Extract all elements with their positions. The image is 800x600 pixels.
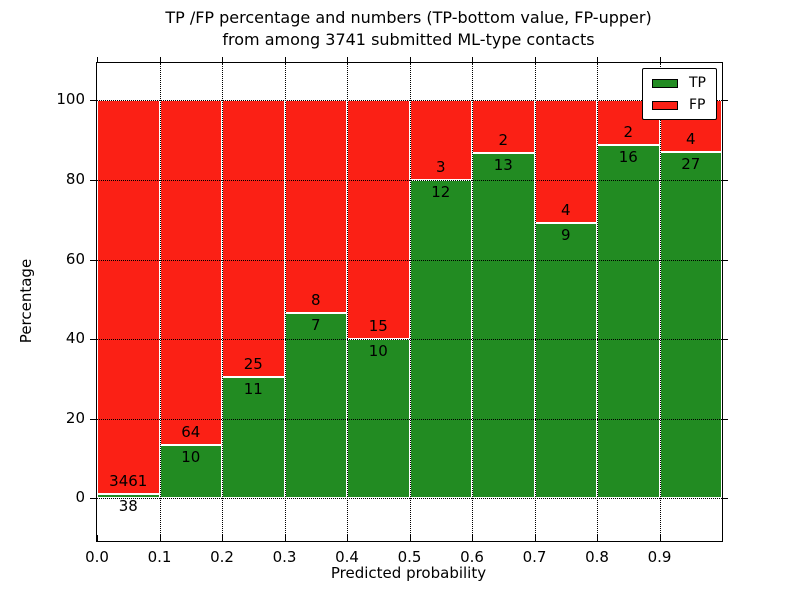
x-tick-mark-top: [472, 57, 473, 62]
x-tick-label: 0.9: [647, 548, 672, 566]
y-tick-mark-right: [722, 418, 728, 420]
x-tick-mark-top: [534, 57, 536, 62]
tp-count-label: 9: [560, 225, 571, 244]
fp-count-label: 3: [435, 158, 446, 176]
bar-tp-segment: [659, 151, 722, 499]
tp-count-label: 12: [431, 183, 451, 201]
bar-fp-segment: [284, 100, 347, 313]
bar-tp-segment: [597, 144, 660, 499]
legend-item-tp: TP: [652, 76, 706, 90]
y-tick-label: 100: [56, 90, 85, 109]
y-tick-label: 40: [65, 329, 85, 348]
x-tick-mark-top: [347, 57, 348, 62]
tp-legend-label: TP: [689, 75, 706, 91]
legend-item-fp: FP: [652, 98, 706, 112]
y-tick-mark: [90, 339, 97, 341]
bar-tp-segment: [347, 339, 410, 499]
x-tick-label: 0.7: [522, 548, 547, 566]
x-tick-mark-top: [597, 57, 598, 62]
fp-legend-label: FP: [689, 97, 706, 113]
bar-tp-segment: [534, 222, 597, 499]
x-tick-label: 0.3: [272, 548, 297, 566]
y-tick-mark-right: [722, 180, 728, 181]
fp-count-label: 3461: [109, 472, 148, 491]
fp-count-label: 4: [685, 129, 696, 148]
fp-count-label: 2: [498, 131, 509, 150]
bar-tp-segment: [97, 494, 160, 499]
bar-tp-segment: [284, 312, 347, 499]
tp-count-label: 16: [618, 147, 638, 166]
y-tick-mark: [90, 100, 97, 102]
x-tick-mark-top: [659, 57, 661, 62]
y-tick-mark-right: [722, 259, 728, 261]
tp-count-label: 11: [243, 379, 263, 398]
y-tick-label: 60: [65, 249, 85, 268]
bar-tp-segment: [472, 153, 535, 499]
bar-tp-segment: [409, 180, 472, 499]
bar-fp-segment: [534, 100, 597, 223]
y-tick-mark-right: [722, 498, 728, 500]
x-tick-mark-top: [159, 57, 161, 62]
fp-count-label: 15: [368, 317, 388, 336]
chart-title: TP /FP percentage and numbers (TP-bottom…: [96, 7, 721, 51]
tp-count-label: 13: [493, 156, 513, 175]
bar-labels-layer: 3461 38 64 10 25 11 8 7 15 10 3 12 2 13 4 9 2 16 4 27: [97, 63, 722, 541]
legend: TP FP: [642, 68, 717, 120]
bar-fp-segment: [347, 100, 410, 340]
x-tick-mark: [97, 535, 98, 541]
y-tick-mark: [90, 418, 97, 420]
x-tick-label: 0.1: [147, 548, 172, 566]
x-tick-label: 0.6: [460, 548, 484, 566]
y-axis-label: Percentage: [17, 258, 35, 344]
y-tick-label: 20: [65, 408, 85, 427]
fp-count-label: 8: [310, 290, 321, 309]
y-tick-mark: [90, 498, 97, 500]
fp-count-label: 2: [623, 122, 634, 141]
tp-count-label: 10: [181, 447, 201, 466]
x-tick-mark-top: [97, 57, 98, 62]
bar-fp-segment: [97, 100, 160, 495]
y-tick-label: 0: [75, 488, 85, 507]
x-tick-label: 0.8: [585, 548, 609, 566]
tp-legend-swatch: [652, 78, 678, 88]
y-tick-mark: [90, 259, 97, 261]
plot-area: 3461 38 64 10 25 11 8 7 15 10 3 12 2 13 4 9 2 16 4 27 TP FP…: [56, 57, 728, 566]
fp-count-label: 64: [181, 422, 201, 441]
x-axis-label: Predicted probability: [330, 564, 487, 582]
y-tick-mark: [90, 180, 97, 181]
y-tick-mark-right: [722, 100, 728, 102]
tp-count-label: 27: [681, 154, 701, 173]
fp-count-label: 25: [243, 354, 263, 373]
x-tick-mark-top: [409, 57, 411, 62]
bars-layer: [97, 63, 722, 541]
x-tick-label: 0.4: [335, 548, 359, 566]
bar-tp-segment: [159, 444, 222, 499]
x-tick-label: 0.0: [85, 548, 109, 566]
y-tick-label: 80: [65, 170, 85, 189]
chart-title-line2: from among 3741 submitted ML-type contac…: [222, 30, 595, 49]
tp-count-label: 38: [118, 497, 138, 516]
chart-title-line1: TP /FP percentage and numbers (TP-bottom…: [165, 8, 652, 27]
tp-count-label: 7: [310, 315, 321, 334]
x-tick-mark-top: [284, 57, 286, 62]
x-tick-label: 0.2: [210, 548, 234, 566]
x-tick-mark-top: [222, 57, 223, 62]
fp-legend-swatch: [652, 100, 678, 110]
bar-fp-segment: [222, 100, 285, 377]
x-tick-label: 0.5: [397, 548, 422, 566]
fp-count-label: 4: [560, 200, 571, 219]
tp-count-label: 10: [368, 342, 388, 361]
y-tick-mark-right: [722, 339, 728, 341]
